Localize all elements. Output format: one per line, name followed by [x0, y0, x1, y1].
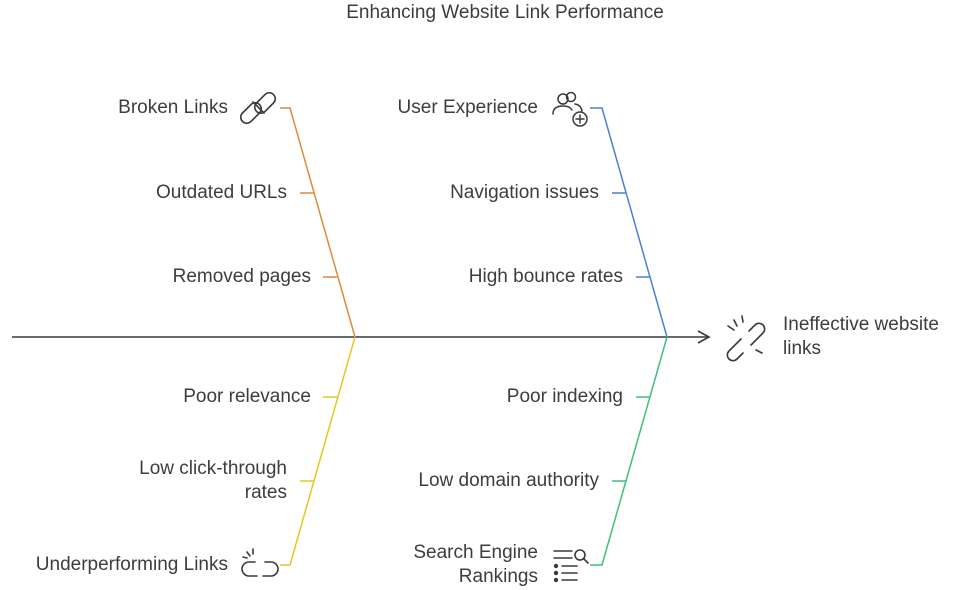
cause-label: High bounce rates — [468, 266, 623, 287]
category-label-user-experience: User Experience — [397, 97, 538, 118]
cause-label: Navigation issues — [450, 182, 599, 203]
category-label-underperforming-links: Underperforming Links — [35, 554, 228, 575]
bone-broken-links — [280, 107, 356, 338]
cause-label: Poor indexing — [506, 386, 623, 407]
search-list-icon — [553, 549, 589, 583]
users-plus-icon — [552, 91, 588, 127]
bone-underperforming-links — [280, 336, 356, 566]
bone-user-experience — [590, 107, 668, 338]
cause-label: Low click-through rates — [139, 458, 287, 503]
diagram-title: Enhancing Website Link Performance — [346, 2, 664, 23]
effect-label: Ineffective website links — [783, 314, 939, 359]
category-label-broken-links: Broken Links — [118, 97, 228, 118]
broken-chain-icon — [239, 91, 277, 125]
cause-label: Outdated URLs — [156, 182, 287, 203]
category-label-search-engine-rankings: Search Engine Rankings — [413, 542, 538, 587]
cause-label: Removed pages — [172, 266, 311, 287]
cause-label: Poor relevance — [183, 386, 311, 407]
unlinked-icon — [241, 548, 279, 577]
bone-search-engine-rankings — [590, 336, 668, 566]
spine-arrowhead — [697, 330, 711, 344]
broken-link-icon — [726, 315, 766, 362]
cause-label: Low domain authority — [418, 470, 599, 491]
